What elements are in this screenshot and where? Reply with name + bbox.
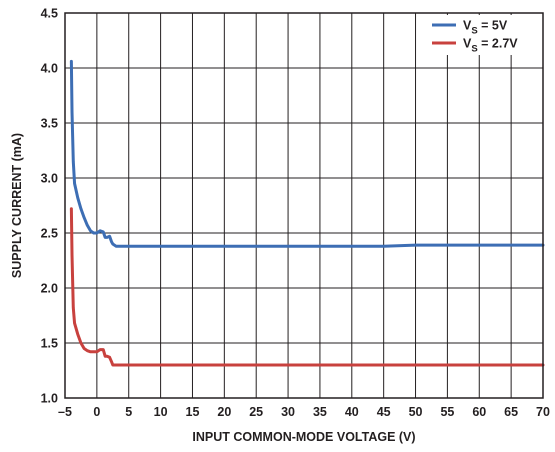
legend-label-subscript: S xyxy=(471,44,477,55)
x-tick-label: 0 xyxy=(93,405,100,419)
legend-label-main: V xyxy=(463,37,472,51)
x-tick-label: 15 xyxy=(186,405,200,419)
y-tick-labels: 1.0 1.5 2.0 2.5 3.0 3.5 4.0 4.5 xyxy=(41,7,58,406)
legend-label-rest: = 2.7V xyxy=(478,37,519,51)
y-tick-label: 1.5 xyxy=(41,337,58,351)
x-tick-label: 40 xyxy=(345,405,359,419)
legend-label: VS = 2.7V xyxy=(463,37,518,55)
y-tick-label: 2.0 xyxy=(41,282,58,296)
x-tick-label: 20 xyxy=(217,405,231,419)
series-line-vs-5v xyxy=(69,59,545,248)
legend-label: VS = 5V xyxy=(463,19,508,37)
legend-label-rest: = 5V xyxy=(478,19,508,33)
series-line-vs-2-7v xyxy=(69,207,545,367)
legend-background xyxy=(428,15,541,55)
x-tick-label: 5 xyxy=(125,405,132,419)
y-axis-label: SUPPLY CURRENT (mA) xyxy=(10,133,24,278)
series-lines xyxy=(69,59,545,367)
x-tick-label: 30 xyxy=(281,405,295,419)
x-tick-label: 10 xyxy=(154,405,168,419)
x-tick-label: –5 xyxy=(58,405,72,419)
x-tick-label: 35 xyxy=(313,405,327,419)
y-tick-label: 4.5 xyxy=(41,7,58,21)
x-tick-label: 25 xyxy=(249,405,263,419)
plot-frame xyxy=(64,12,544,399)
grid xyxy=(64,12,544,399)
x-tick-label: 50 xyxy=(409,405,423,419)
y-tick-label: 4.0 xyxy=(41,62,58,76)
x-axis-label: INPUT COMMON-MODE VOLTAGE (V) xyxy=(192,430,415,444)
x-tick-label: 45 xyxy=(377,405,391,419)
y-tick-label: 3.5 xyxy=(41,117,58,131)
y-tick-label: 2.5 xyxy=(41,227,58,241)
legend-label-main: V xyxy=(463,19,472,33)
x-tick-label: 60 xyxy=(472,405,486,419)
x-tick-label: 70 xyxy=(536,405,550,419)
y-tick-label: 3.0 xyxy=(41,172,58,186)
x-tick-labels: –5 0 5 10 15 20 25 30 35 40 45 50 55 60 65 70 xyxy=(58,405,550,419)
y-tick-label: 1.0 xyxy=(41,392,58,406)
x-tick-label: 65 xyxy=(504,405,518,419)
x-tick-label: 55 xyxy=(440,405,454,419)
legend-label-subscript: S xyxy=(471,26,477,37)
